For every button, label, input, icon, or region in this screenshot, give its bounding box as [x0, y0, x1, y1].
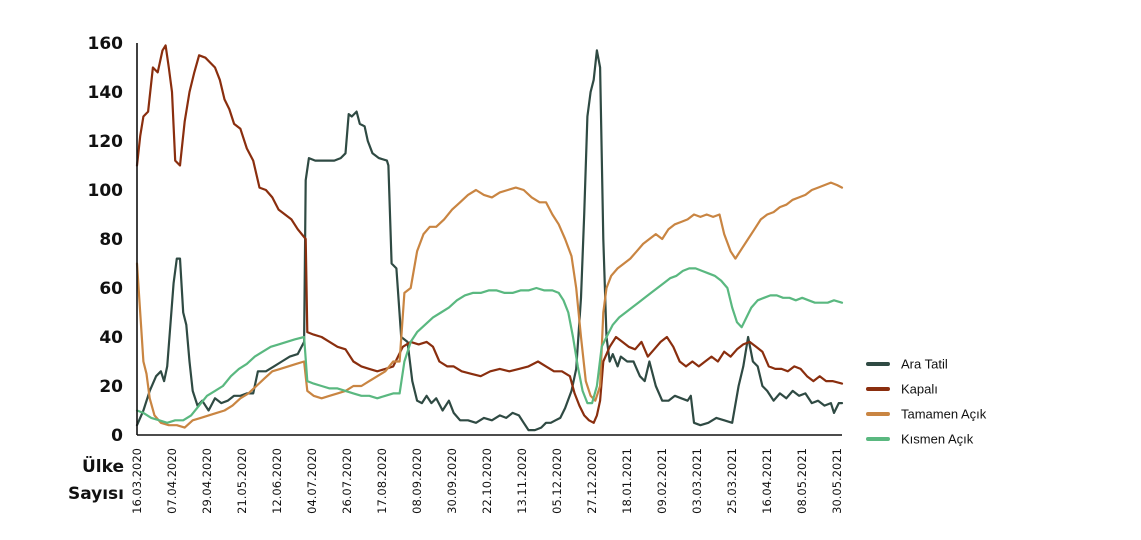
y-ticks: 0 20 40 60 80 100 120 140 160 — [88, 34, 124, 446]
y-tick-label: 140 — [88, 83, 124, 103]
y-axis-label-line-1: Ülke — [82, 455, 124, 477]
x-tick-label: 07.04.2020 — [165, 448, 179, 514]
series-line — [135, 49, 844, 432]
y-tick-label: 160 — [88, 34, 124, 54]
series-lines — [135, 44, 844, 432]
y-tick-label: 100 — [88, 181, 124, 201]
x-tick-label: 22.10.2020 — [480, 448, 494, 514]
x-tick-label: 13.11.2020 — [515, 448, 529, 514]
legend: Ara Tatil Kapalı Tamamen Açık Kısmen Açık — [866, 357, 987, 447]
legend-label: Kısmen Açık — [901, 432, 974, 447]
series-line — [135, 181, 844, 429]
x-tick-label: 04.07.2020 — [305, 448, 319, 514]
x-tick-label: 25.03.2021 — [725, 448, 739, 514]
legend-label: Kapalı — [901, 382, 938, 397]
y-axis-label: Ülke Sayısı — [68, 455, 124, 504]
x-tick-label: 30.09.2020 — [445, 448, 459, 514]
series-line — [135, 267, 844, 424]
x-tick-label: 09.02.2021 — [655, 448, 669, 514]
x-tick-label: 05.12.2020 — [550, 448, 564, 514]
y-tick-label: 40 — [99, 328, 123, 348]
y-axis-label-line-2: Sayısı — [68, 484, 124, 504]
x-tick-label: 16.04.2021 — [760, 448, 774, 514]
x-tick-label: 21.05.2020 — [235, 448, 249, 514]
x-tick-label: 12.06.2020 — [270, 448, 284, 514]
x-tick-label: 27.12.2020 — [585, 448, 599, 514]
y-tick-label: 80 — [99, 230, 123, 250]
x-tick-label: 30.05.2021 — [830, 448, 844, 514]
x-tick-label: 03.03.2021 — [690, 448, 704, 514]
x-tick-label: 26.07.2020 — [340, 448, 354, 514]
y-tick-label: 0 — [111, 426, 123, 446]
y-tick-label: 20 — [99, 377, 123, 397]
x-tick-label: 17.08.2020 — [375, 448, 389, 514]
x-ticks: 16.03.2020 07.04.2020 29.04.2020 21.05.2020… — [130, 448, 844, 514]
legend-label: Ara Tatil — [901, 357, 948, 372]
y-tick-label: 60 — [99, 279, 123, 299]
series-line — [135, 44, 844, 424]
x-tick-label: 08.09.2020 — [410, 448, 424, 514]
y-tick-label: 120 — [88, 132, 124, 152]
x-tick-label: 29.04.2020 — [200, 448, 214, 514]
x-tick-label: 18.01.2021 — [620, 448, 634, 514]
x-tick-label: 08.05.2021 — [795, 448, 809, 514]
legend-label: Tamamen Açık — [901, 407, 987, 422]
x-tick-label: 16.03.2020 — [130, 448, 144, 514]
